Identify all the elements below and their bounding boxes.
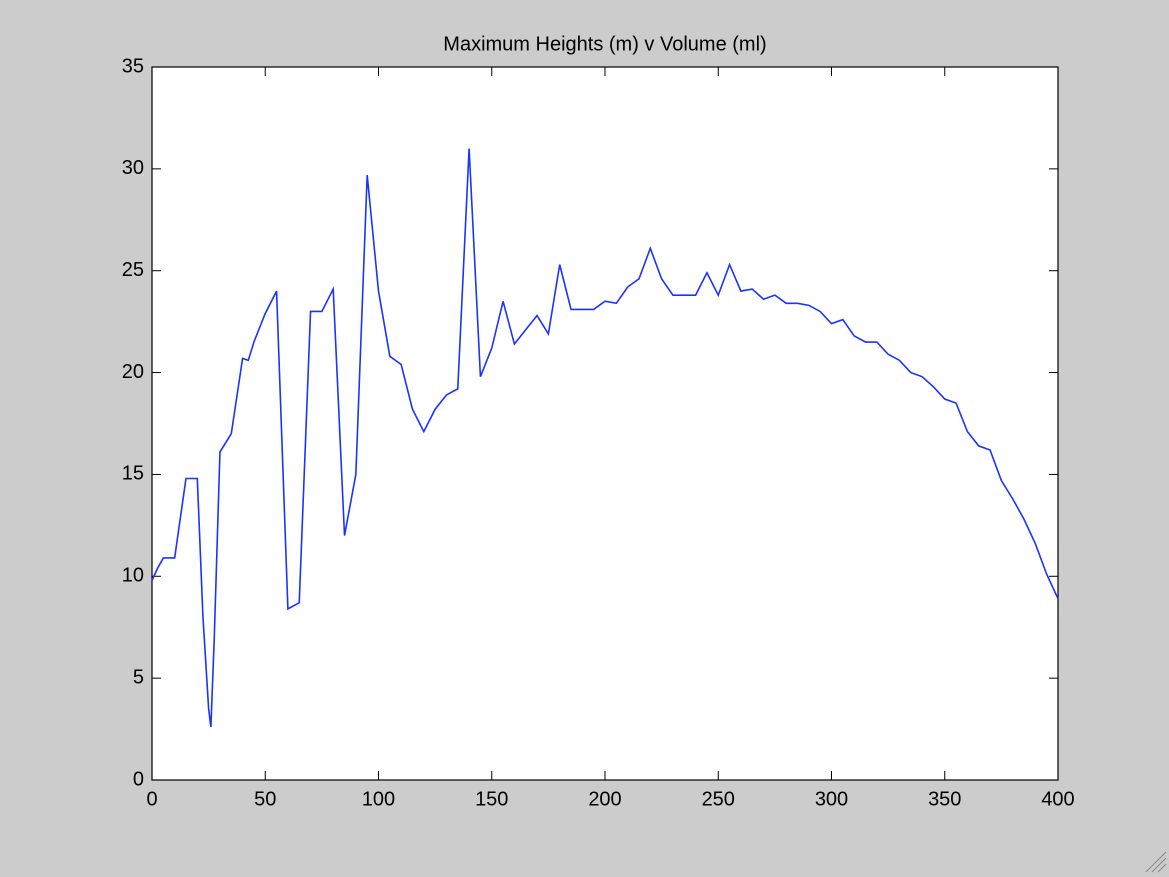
x-tick-label: 350 — [928, 788, 961, 810]
x-tick-label: 400 — [1041, 788, 1074, 810]
y-tick-label: 20 — [122, 361, 144, 383]
data-line — [151, 148, 1059, 728]
x-tick-label: 50 — [254, 788, 276, 810]
resize-grip — [1145, 851, 1167, 873]
x-tick-label: 250 — [702, 788, 735, 810]
y-tick-label: 25 — [122, 259, 144, 281]
plot-area — [151, 66, 1059, 781]
x-tick-label: 100 — [362, 788, 395, 810]
y-tick-label: 5 — [133, 666, 144, 688]
y-tick-label: 0 — [133, 768, 144, 790]
x-tick-label: 150 — [475, 788, 508, 810]
y-tick-label: 15 — [122, 463, 144, 485]
y-tick-label: 30 — [122, 157, 144, 179]
x-tick-label: 300 — [815, 788, 848, 810]
y-tick-label: 35 — [122, 55, 144, 77]
chart-title: Maximum Heights (m) v Volume (ml) — [443, 33, 766, 55]
x-tick-label: 0 — [146, 788, 157, 810]
x-tick-label: 200 — [588, 788, 621, 810]
y-tick-label: 10 — [122, 565, 144, 587]
